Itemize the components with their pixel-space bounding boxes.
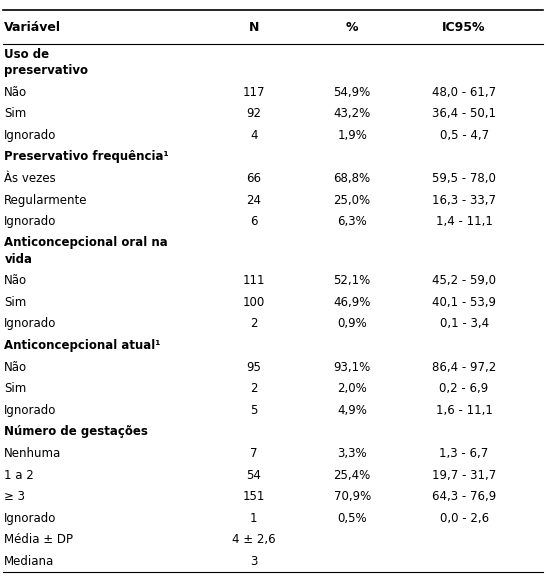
Text: 1,9%: 1,9%	[337, 129, 367, 142]
Text: 2,0%: 2,0%	[337, 382, 367, 395]
Text: 48,0 - 61,7: 48,0 - 61,7	[432, 86, 496, 98]
Text: 0,2 - 6,9: 0,2 - 6,9	[440, 382, 489, 395]
Text: 64,3 - 76,9: 64,3 - 76,9	[432, 490, 496, 503]
Text: Ignorado: Ignorado	[4, 215, 57, 228]
Text: 19,7 - 31,7: 19,7 - 31,7	[432, 469, 496, 481]
Text: vida: vida	[4, 253, 32, 266]
Text: Não: Não	[4, 361, 27, 373]
Text: 0,0 - 2,6: 0,0 - 2,6	[440, 512, 489, 525]
Text: 24: 24	[246, 194, 262, 206]
Text: Ignorado: Ignorado	[4, 317, 57, 331]
Text: 0,9%: 0,9%	[337, 317, 367, 331]
Text: 4,9%: 4,9%	[337, 404, 367, 417]
Text: Ignorado: Ignorado	[4, 129, 57, 142]
Text: Mediana: Mediana	[4, 555, 55, 568]
Text: 3: 3	[250, 555, 258, 568]
Text: Às vezes: Às vezes	[4, 172, 56, 185]
Text: preservativo: preservativo	[4, 64, 88, 77]
Text: N: N	[248, 21, 259, 34]
Text: 16,3 - 33,7: 16,3 - 33,7	[432, 194, 496, 206]
Text: 43,2%: 43,2%	[334, 107, 371, 120]
Text: 2: 2	[250, 382, 258, 395]
Text: 45,2 - 59,0: 45,2 - 59,0	[432, 274, 496, 287]
Text: 54: 54	[246, 469, 262, 481]
Text: 5: 5	[250, 404, 258, 417]
Text: 66: 66	[246, 172, 262, 185]
Text: Uso de: Uso de	[4, 48, 50, 61]
Text: 117: 117	[242, 86, 265, 98]
Text: 95: 95	[246, 361, 262, 373]
Text: 36,4 - 50,1: 36,4 - 50,1	[432, 107, 496, 120]
Text: %: %	[346, 21, 358, 34]
Text: Variável: Variável	[4, 21, 61, 34]
Text: Anticoncepcional oral na: Anticoncepcional oral na	[4, 236, 168, 249]
Text: Não: Não	[4, 274, 27, 287]
Text: 100: 100	[243, 296, 265, 309]
Text: Sim: Sim	[4, 107, 27, 120]
Text: Número de gestações: Número de gestações	[4, 425, 149, 438]
Text: 93,1%: 93,1%	[334, 361, 371, 373]
Text: 25,0%: 25,0%	[334, 194, 371, 206]
Text: 1 a 2: 1 a 2	[4, 469, 34, 481]
Text: Sim: Sim	[4, 382, 27, 395]
Text: 4: 4	[250, 129, 258, 142]
Text: 4 ± 2,6: 4 ± 2,6	[232, 533, 276, 546]
Text: 68,8%: 68,8%	[334, 172, 371, 185]
Text: 111: 111	[242, 274, 265, 287]
Text: 54,9%: 54,9%	[334, 86, 371, 98]
Text: 1,3 - 6,7: 1,3 - 6,7	[440, 447, 489, 460]
Text: 0,5 - 4,7: 0,5 - 4,7	[440, 129, 489, 142]
Text: 1,6 - 11,1: 1,6 - 11,1	[436, 404, 492, 417]
Text: 52,1%: 52,1%	[334, 274, 371, 287]
Text: 1: 1	[250, 512, 258, 525]
Text: 3,3%: 3,3%	[337, 447, 367, 460]
Text: 7: 7	[250, 447, 258, 460]
Text: 1,4 - 11,1: 1,4 - 11,1	[436, 215, 492, 228]
Text: 2: 2	[250, 317, 258, 331]
Text: Regularmente: Regularmente	[4, 194, 88, 206]
Text: 0,5%: 0,5%	[337, 512, 367, 525]
Text: ≥ 3: ≥ 3	[4, 490, 25, 503]
Text: Anticoncepcional atual¹: Anticoncepcional atual¹	[4, 339, 161, 352]
Text: Nenhuma: Nenhuma	[4, 447, 62, 460]
Text: 6: 6	[250, 215, 258, 228]
Text: 86,4 - 97,2: 86,4 - 97,2	[432, 361, 496, 373]
Text: 59,5 - 78,0: 59,5 - 78,0	[432, 172, 496, 185]
Text: Ignorado: Ignorado	[4, 512, 57, 525]
Text: 40,1 - 53,9: 40,1 - 53,9	[432, 296, 496, 309]
Text: Sim: Sim	[4, 296, 27, 309]
Text: 70,9%: 70,9%	[334, 490, 371, 503]
Text: 151: 151	[243, 490, 265, 503]
Text: 25,4%: 25,4%	[334, 469, 371, 481]
Text: Ignorado: Ignorado	[4, 404, 57, 417]
Text: 46,9%: 46,9%	[334, 296, 371, 309]
Text: 6,3%: 6,3%	[337, 215, 367, 228]
Text: 92: 92	[246, 107, 262, 120]
Text: Não: Não	[4, 86, 27, 98]
Text: 0,1 - 3,4: 0,1 - 3,4	[440, 317, 489, 331]
Text: Preservativo frequência¹: Preservativo frequência¹	[4, 150, 169, 164]
Text: Média ± DP: Média ± DP	[4, 533, 73, 546]
Text: IC95%: IC95%	[442, 21, 486, 34]
